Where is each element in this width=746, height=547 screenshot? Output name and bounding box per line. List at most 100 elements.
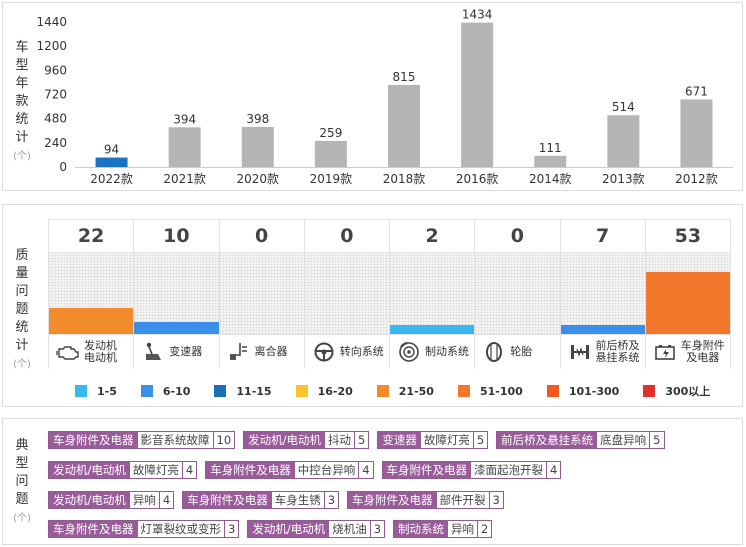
legend-label: 16-20 bbox=[317, 384, 353, 398]
problem-count: 3 bbox=[488, 492, 503, 508]
quality-category[interactable]: 转向系统 bbox=[304, 334, 389, 369]
quality-count: 0 bbox=[304, 220, 389, 252]
quality-bar bbox=[645, 272, 730, 334]
quality-bar bbox=[134, 322, 219, 334]
quality-category-label: 轮胎 bbox=[510, 345, 533, 358]
legend-label: 6-10 bbox=[162, 384, 191, 398]
x-tick-label: 2019款 bbox=[310, 172, 353, 186]
problem-category: 车身附件及电器 bbox=[206, 462, 295, 478]
quality-column: 10 变速器 bbox=[134, 220, 220, 369]
quality-category-label: 发动机 电动机 bbox=[84, 339, 117, 364]
legend-item: 11-15 bbox=[214, 383, 272, 399]
y-tick-label: 0 bbox=[59, 160, 67, 174]
bar bbox=[388, 84, 420, 167]
quality-column: 22 发动机 电动机 bbox=[49, 220, 135, 369]
y-tick-label: 1200 bbox=[36, 39, 67, 53]
problem-category: 车身附件及电器 bbox=[348, 492, 437, 508]
problem-row: 发动机/电动机 异响 4 车身附件及电器 车身生锈 3 车身附件及电器 部件开裂 3 bbox=[48, 491, 512, 509]
quality-category[interactable]: 制动系统 bbox=[390, 334, 475, 369]
data-label: 815 bbox=[393, 70, 416, 84]
quality-count: 0 bbox=[219, 220, 304, 252]
problem-tag[interactable]: 车身附件及电器 中控台异响 4 bbox=[205, 461, 374, 479]
clutch-icon bbox=[226, 341, 252, 363]
data-label: 671 bbox=[685, 84, 708, 98]
x-tick-label: 2020款 bbox=[237, 172, 280, 186]
quality-category[interactable]: 前后桥及 悬挂系统 bbox=[560, 334, 645, 369]
quality-title: 质量问题统计 (个) bbox=[13, 247, 31, 372]
quality-bar-area bbox=[645, 252, 730, 334]
battery-icon bbox=[652, 341, 678, 363]
problem-count: 3 bbox=[323, 492, 338, 508]
quality-category[interactable]: 变速器 bbox=[134, 334, 219, 369]
title-char: 典 bbox=[15, 438, 29, 453]
problem-count: 10 bbox=[212, 432, 235, 448]
problem-tag[interactable]: 发动机/电动机 烧机油 3 bbox=[247, 520, 386, 538]
data-label: 1434 bbox=[462, 8, 493, 22]
quality-bar-area bbox=[560, 252, 645, 334]
steering-wheel-icon bbox=[311, 341, 337, 363]
problem-category: 发动机/电动机 bbox=[248, 521, 330, 537]
problem-tag[interactable]: 车身附件及电器 车身生锈 3 bbox=[182, 491, 340, 509]
title-char: 统 bbox=[15, 320, 29, 335]
problem-tag[interactable]: 前后桥及悬挂系统 底盘异响 5 bbox=[496, 431, 665, 449]
x-tick-label: 2016款 bbox=[456, 172, 499, 186]
quality-bar-area bbox=[475, 252, 560, 334]
quality-category[interactable]: 离合器 bbox=[219, 334, 304, 369]
quality-column: 0 转向系统 bbox=[304, 220, 390, 369]
problem-count: 4 bbox=[546, 462, 560, 478]
quality-category[interactable]: 车身附件 及电器 bbox=[645, 334, 730, 369]
legend-swatch bbox=[214, 385, 227, 397]
problem-description: 灯罩裂纹或变形 bbox=[140, 522, 222, 536]
problem-category: 制动系统 bbox=[394, 521, 449, 537]
typical-problems-title: 典型问题 (个) bbox=[13, 437, 31, 526]
problem-count: 5 bbox=[649, 432, 663, 448]
problem-tag[interactable]: 发动机/电动机 故障灯亮 4 bbox=[48, 461, 198, 479]
unit-label: (个) bbox=[13, 513, 31, 524]
problem-tag[interactable]: 车身附件及电器 灯罩裂纹或变形 3 bbox=[48, 520, 240, 538]
problem-count: 5 bbox=[472, 432, 487, 448]
problem-tag[interactable]: 发动机/电动机 抖动 5 bbox=[243, 431, 370, 449]
problem-count: 5 bbox=[354, 432, 368, 448]
bar bbox=[680, 99, 713, 167]
legend-item: 21-50 bbox=[376, 383, 434, 399]
legend-item: 300以上 bbox=[643, 383, 710, 399]
problem-description: 漆面起泡开裂 bbox=[474, 463, 544, 477]
model-year-title: 车型年款统计 (个) bbox=[13, 39, 31, 164]
legend-item: 1-5 bbox=[75, 383, 117, 399]
problem-description: 抖动 bbox=[328, 433, 352, 447]
problem-tag[interactable]: 制动系统 异响 2 bbox=[393, 520, 493, 538]
problem-tag[interactable]: 车身附件及电器 漆面起泡开裂 4 bbox=[381, 461, 562, 479]
brake-disc-icon bbox=[396, 341, 422, 363]
quality-category[interactable]: 轮胎 bbox=[475, 334, 560, 369]
y-tick-label: 480 bbox=[44, 112, 67, 126]
problem-tag[interactable]: 车身附件及电器 影音系统故障 10 bbox=[48, 431, 236, 449]
quality-category[interactable]: 发动机 电动机 bbox=[49, 334, 134, 369]
problem-tag[interactable]: 发动机/电动机 异响 4 bbox=[48, 491, 175, 509]
quality-category-label: 变速器 bbox=[169, 345, 203, 358]
suspension-icon bbox=[567, 341, 593, 363]
legend-swatch bbox=[75, 385, 87, 397]
quality-category-label: 离合器 bbox=[254, 345, 288, 358]
legend-label: 300以上 bbox=[665, 385, 711, 398]
quality-panel: 质量问题统计 (个) 22 发动机 电动机 10 变速器 0 离合器 0 转向系统 2 制动系统 0 轮胎… bbox=[2, 204, 743, 407]
x-tick-label: 2021款 bbox=[163, 172, 206, 186]
problem-description: 底盘异响 bbox=[600, 433, 647, 447]
legend-item: 6-10 bbox=[140, 383, 191, 399]
title-char: 年 bbox=[15, 76, 29, 91]
problem-tag[interactable]: 变速器 故障灯亮 5 bbox=[377, 431, 489, 449]
quality-column: 2 制动系统 bbox=[390, 220, 476, 369]
quality-column: 53 车身附件 及电器 bbox=[645, 220, 730, 369]
problem-description: 故障灯亮 bbox=[423, 433, 470, 447]
quality-grid: 22 发动机 电动机 10 变速器 0 离合器 0 转向系统 2 制动系统 0 轮胎 7 前后桥及 悬挂系统 5… bbox=[48, 219, 731, 369]
problem-category: 车身附件及电器 bbox=[183, 492, 272, 508]
problem-count: 3 bbox=[369, 521, 384, 537]
title-char: 题 bbox=[15, 492, 29, 507]
legend-label: 11-15 bbox=[236, 384, 272, 398]
data-label: 398 bbox=[246, 112, 269, 126]
title-char: 型 bbox=[15, 456, 29, 471]
data-label: 94 bbox=[104, 143, 119, 157]
problem-category: 发动机/电动机 bbox=[49, 492, 130, 508]
legend-item: 16-20 bbox=[295, 383, 353, 399]
problem-tag[interactable]: 车身附件及电器 部件开裂 3 bbox=[347, 491, 504, 509]
problem-category: 车身附件及电器 bbox=[49, 432, 138, 448]
